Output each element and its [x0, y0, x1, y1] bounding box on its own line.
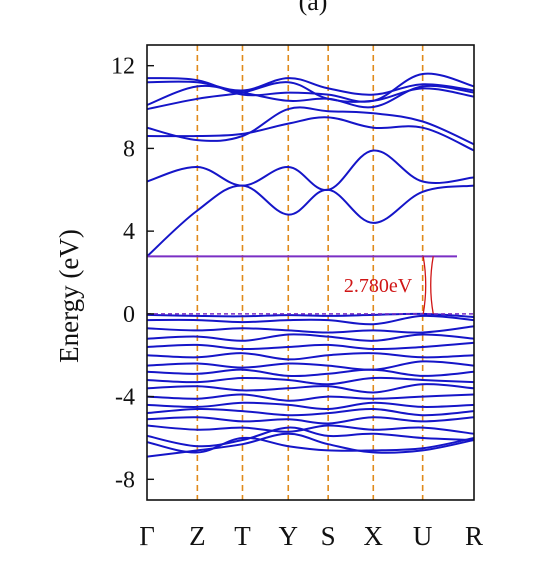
x-tick-label-R: R: [465, 521, 483, 551]
gap-arrow-right: [430, 256, 434, 314]
conduction-band-8: [147, 72, 474, 103]
y-axis-label: Energy (eV): [54, 229, 84, 363]
valence-band-9: [147, 376, 474, 386]
conduction-band-2: [147, 149, 474, 191]
conduction-band-1: [147, 184, 474, 258]
valence-band-15: [147, 424, 474, 435]
band-lines: [147, 72, 474, 458]
x-tick-label-T: T: [234, 521, 251, 551]
y-tick-label-0: 0: [123, 302, 135, 328]
y-tick-label--4: -4: [115, 385, 135, 411]
x-tick-label-Γ: Γ: [139, 521, 155, 551]
valence-band-8: [147, 368, 474, 378]
y-tick-label-8: 8: [123, 136, 135, 162]
conduction-band-3: [147, 116, 474, 152]
y-tick-label-12: 12: [111, 54, 135, 80]
x-tick-label-Z: Z: [189, 521, 206, 551]
valence-band-1: [147, 312, 474, 318]
valence-band-18: [147, 432, 474, 458]
valence-band-5: [147, 341, 474, 351]
conduction-band-5: [147, 81, 474, 111]
valence-band-10: [147, 383, 474, 394]
gap-label: 2.780eV: [344, 275, 413, 297]
conduction-band-6: [147, 84, 474, 109]
x-tick-label-S: S: [321, 521, 336, 551]
plot-frame: [146, 44, 475, 501]
valence-band-4: [147, 333, 474, 342]
plot-area: 2.780eV -8 -4 0 4 8 12 Γ Z T Y S X U R: [111, 44, 483, 551]
conduction-band-7: [147, 77, 474, 96]
valence-band-6: [147, 352, 474, 361]
conduction-band-4: [147, 106, 474, 146]
x-tick-label-U: U: [413, 521, 433, 551]
valence-band-3: [147, 325, 474, 334]
x-tick-label-Y: Y: [279, 521, 299, 551]
valence-band-12: [147, 401, 474, 411]
valence-band-2: [147, 314, 474, 326]
valence-band-16: [147, 426, 474, 448]
valence-band-14: [147, 416, 474, 425]
valence-band-7: [147, 360, 474, 371]
valence-band-11: [147, 393, 474, 402]
gap-arrow-left: [422, 256, 427, 314]
y-tick-label-4: 4: [123, 219, 135, 245]
x-tick-label-X: X: [364, 521, 384, 551]
gap-arrow: [422, 256, 434, 314]
valence-band-13: [147, 407, 474, 417]
valence-band-17: [147, 436, 474, 454]
chart-title: (a): [299, 0, 328, 16]
y-tick-label--8: -8: [115, 467, 135, 493]
